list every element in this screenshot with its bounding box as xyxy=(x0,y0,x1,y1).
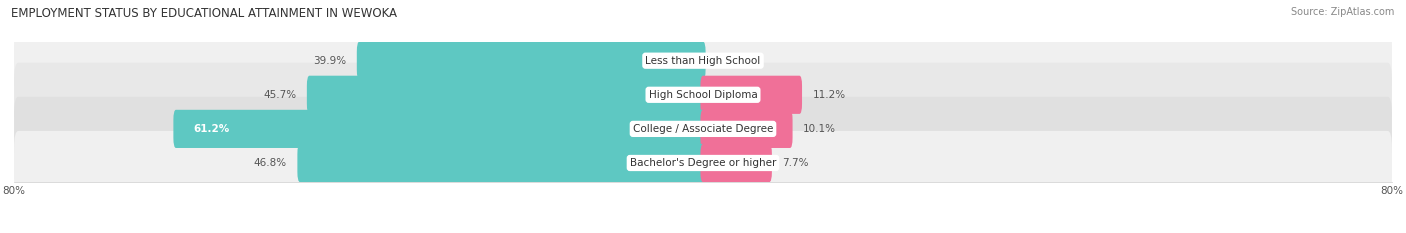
FancyBboxPatch shape xyxy=(700,110,793,148)
Text: Bachelor's Degree or higher: Bachelor's Degree or higher xyxy=(630,158,776,168)
FancyBboxPatch shape xyxy=(298,144,706,182)
Text: 45.7%: 45.7% xyxy=(263,90,297,100)
Text: College / Associate Degree: College / Associate Degree xyxy=(633,124,773,134)
FancyBboxPatch shape xyxy=(173,110,706,148)
Text: 11.2%: 11.2% xyxy=(813,90,845,100)
Text: 10.1%: 10.1% xyxy=(803,124,837,134)
FancyBboxPatch shape xyxy=(14,131,1392,195)
Text: 0.0%: 0.0% xyxy=(716,56,742,66)
FancyBboxPatch shape xyxy=(14,97,1392,161)
FancyBboxPatch shape xyxy=(14,63,1392,127)
Text: EMPLOYMENT STATUS BY EDUCATIONAL ATTAINMENT IN WEWOKA: EMPLOYMENT STATUS BY EDUCATIONAL ATTAINM… xyxy=(11,7,398,20)
Text: High School Diploma: High School Diploma xyxy=(648,90,758,100)
FancyBboxPatch shape xyxy=(14,29,1392,93)
Text: 39.9%: 39.9% xyxy=(314,56,346,66)
FancyBboxPatch shape xyxy=(357,42,706,80)
FancyBboxPatch shape xyxy=(307,76,706,114)
Text: Less than High School: Less than High School xyxy=(645,56,761,66)
Text: 61.2%: 61.2% xyxy=(193,124,229,134)
Text: 7.7%: 7.7% xyxy=(782,158,808,168)
FancyBboxPatch shape xyxy=(700,144,772,182)
Text: 46.8%: 46.8% xyxy=(254,158,287,168)
FancyBboxPatch shape xyxy=(700,76,801,114)
Text: Source: ZipAtlas.com: Source: ZipAtlas.com xyxy=(1291,7,1395,17)
